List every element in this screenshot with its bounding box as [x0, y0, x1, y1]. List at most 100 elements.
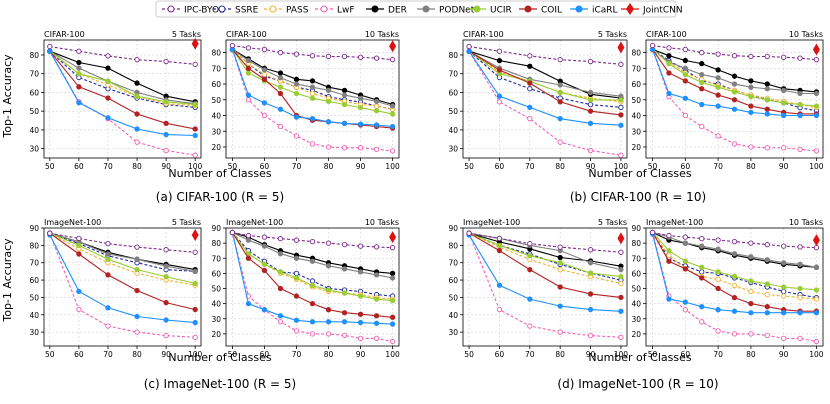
data-point — [325, 87, 332, 93]
x-tick-label: 80 — [555, 162, 565, 171]
jointcnn-marker — [389, 40, 397, 53]
axes: 20 30 40 50 60 70 80 50 60 70 80 90 100 — [631, 49, 823, 171]
chart-panel-8: 20 30 40 50 60 70 80 90 50 60 70 80 90 100 ImageNet-10… — [631, 218, 823, 359]
data-point — [527, 104, 533, 111]
panel-tasks-label: 10 Tasks — [789, 30, 823, 39]
data-point — [277, 251, 284, 257]
data-point — [357, 243, 364, 249]
data-point — [682, 258, 688, 264]
data-point — [715, 237, 721, 243]
data-point — [496, 282, 503, 288]
data-point — [781, 293, 787, 299]
x-axis-label-a: Number of Classes — [168, 167, 271, 180]
data-point — [261, 261, 268, 267]
x-tick-label: 80 — [555, 350, 565, 359]
x-tick-label: 70 — [103, 162, 113, 171]
data-point — [245, 97, 252, 103]
y-tick-label: 60 — [448, 276, 458, 285]
data-point — [245, 232, 252, 239]
x-tick-label: 80 — [324, 162, 334, 171]
panel-title: CIFAR-100 — [44, 30, 85, 39]
y-tick-label: 30 — [448, 145, 458, 154]
data-point — [134, 329, 140, 335]
data-point — [715, 246, 721, 252]
axes: 20 30 40 50 60 70 80 50 60 70 80 90 100 — [211, 49, 400, 171]
data-point — [309, 95, 316, 101]
data-point — [748, 144, 754, 150]
data-point — [797, 244, 803, 250]
series-line — [232, 231, 393, 274]
data-point — [309, 282, 316, 289]
x-tick-label: 100 — [188, 350, 203, 359]
data-point — [357, 311, 364, 317]
legend-marker — [524, 5, 532, 13]
data-point — [47, 230, 53, 236]
data-point — [134, 287, 140, 294]
data-point — [163, 332, 169, 339]
series-ucir — [466, 230, 624, 280]
data-point — [715, 133, 721, 139]
data-point — [699, 243, 705, 249]
data-point — [781, 112, 787, 119]
series-ipc-byol — [466, 43, 624, 67]
data-point — [587, 101, 594, 108]
data-point — [666, 296, 672, 302]
data-point — [341, 290, 348, 296]
series-line — [49, 232, 196, 272]
data-point — [309, 141, 316, 147]
data-point — [748, 300, 754, 307]
y-axis-label-bottom: Top-1 Accuracy — [1, 238, 14, 323]
legend-marker — [473, 5, 481, 13]
y-tick-label: 40 — [448, 311, 458, 320]
data-point — [699, 275, 705, 281]
data-point — [76, 235, 82, 242]
data-point — [389, 111, 396, 117]
data-point — [781, 54, 787, 60]
series-podnet — [47, 230, 198, 275]
x-tick-label: 60 — [260, 350, 270, 359]
plot-frame — [43, 227, 202, 347]
panel-tasks-label: 5 Tasks — [598, 218, 627, 227]
series-line — [468, 232, 621, 267]
data-point — [764, 332, 770, 339]
data-point — [797, 146, 803, 152]
legend-entry-ssre: SSRE — [213, 5, 259, 16]
series-ucir — [47, 230, 198, 287]
data-point — [134, 57, 140, 63]
data-point — [496, 48, 503, 54]
data-point — [587, 58, 594, 65]
data-point — [527, 323, 533, 329]
y-tick-label: 70 — [211, 254, 221, 263]
data-point — [325, 98, 332, 105]
data-point — [134, 111, 140, 117]
data-point — [277, 235, 284, 242]
x-tick-label: 100 — [385, 162, 400, 171]
data-point — [666, 60, 672, 67]
data-point — [731, 294, 738, 301]
x-tick-label: 50 — [45, 350, 55, 359]
data-point — [293, 90, 300, 97]
data-point — [649, 229, 656, 236]
data-point — [587, 108, 594, 114]
data-point — [293, 81, 300, 87]
data-point — [682, 299, 688, 305]
series-line — [49, 46, 196, 65]
panel-tasks-label: 10 Tasks — [789, 218, 823, 227]
y-tick-label: 90 — [631, 224, 641, 233]
chart-panel-4: 20 30 40 50 60 70 80 50 60 70 80 90 100 CIFAR-100 10 T… — [631, 30, 823, 171]
data-point — [245, 57, 252, 64]
data-point — [389, 314, 396, 320]
series-line — [468, 234, 621, 312]
y-tick-label: 80 — [211, 239, 221, 248]
data-point — [293, 133, 300, 139]
legend-label: JointCNN — [642, 6, 683, 16]
series-ipc-byol — [229, 229, 396, 251]
jointcnn-marker — [617, 41, 625, 54]
series-line — [468, 232, 621, 338]
data-point — [293, 293, 300, 299]
data-point — [261, 267, 268, 274]
y-tick-label: 30 — [631, 127, 641, 136]
y-tick-label: 60 — [448, 88, 458, 97]
data-point — [557, 244, 563, 250]
data-point — [341, 319, 348, 325]
